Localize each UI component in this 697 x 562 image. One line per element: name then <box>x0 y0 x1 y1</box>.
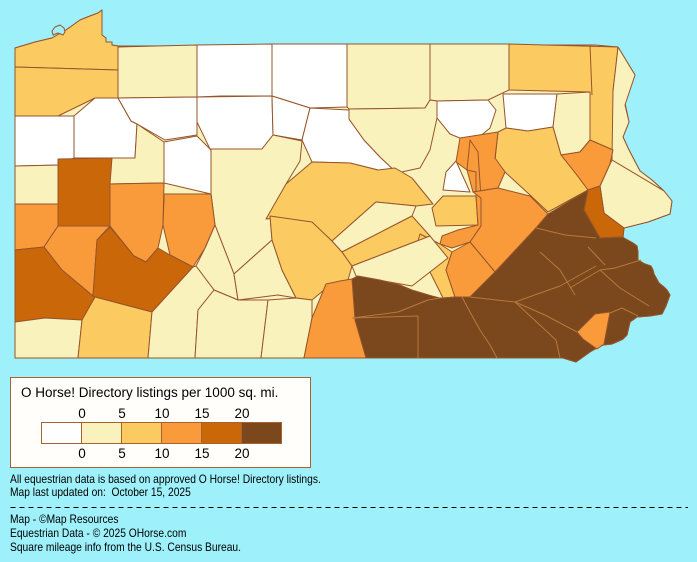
svg-text:20: 20 <box>234 406 249 421</box>
svg-text:10: 10 <box>154 446 169 461</box>
svg-text:15: 15 <box>194 446 209 461</box>
svg-text:5: 5 <box>118 446 126 461</box>
svg-text:10: 10 <box>154 406 169 421</box>
svg-text:5: 5 <box>118 406 126 421</box>
svg-text:20: 20 <box>234 446 249 461</box>
svg-text:0: 0 <box>78 406 86 421</box>
svg-text:0: 0 <box>78 446 86 461</box>
svg-text:15: 15 <box>194 406 209 421</box>
